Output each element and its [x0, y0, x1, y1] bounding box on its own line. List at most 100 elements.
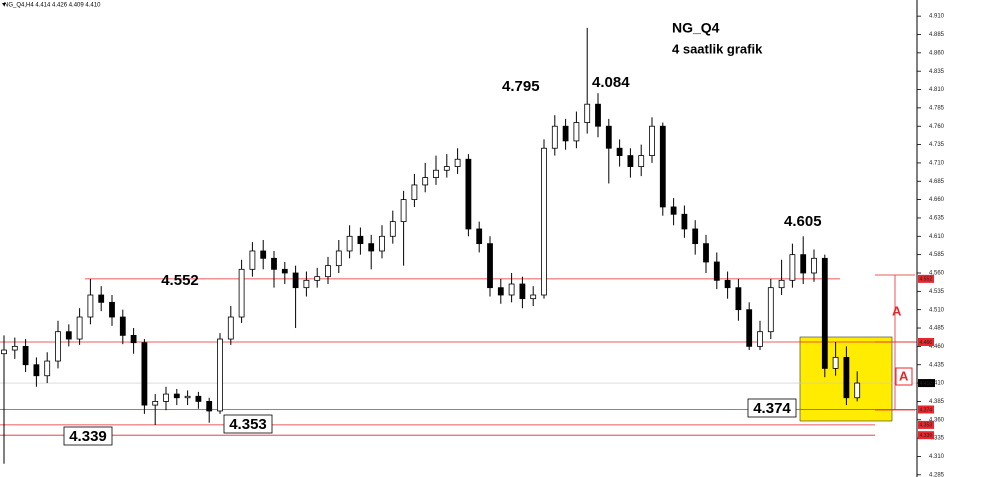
candle-body — [541, 147, 547, 296]
annotation: A — [899, 368, 909, 383]
candle-body — [22, 345, 29, 366]
candle-body — [497, 287, 504, 296]
candle-body — [832, 356, 839, 369]
last-price-box — [918, 379, 935, 388]
candle-body — [703, 243, 709, 263]
candle-body — [670, 206, 677, 215]
annotation: 4.795 — [502, 78, 540, 95]
annotation: 4.084 — [592, 74, 630, 91]
y-tick-label: 4.835 — [929, 69, 945, 75]
y-tick-label: 4.410 — [929, 381, 945, 387]
level-price-box — [918, 274, 934, 283]
y-tick-label: 4.485 — [929, 326, 945, 332]
candle-body — [141, 342, 148, 406]
candle-body — [573, 122, 580, 142]
level-price-label: 4.353 — [920, 423, 933, 429]
level-price-box — [918, 420, 934, 429]
candle-body — [314, 276, 321, 281]
candle-body — [98, 294, 105, 303]
candle-body — [811, 257, 817, 274]
chart-title: NG_Q4 — [672, 20, 720, 36]
candle-body — [1, 349, 7, 355]
candle-body — [152, 401, 159, 406]
candle-body — [163, 393, 169, 402]
bracket — [875, 274, 915, 411]
level-label-box — [747, 398, 797, 418]
level-price-label: 4.466 — [920, 340, 933, 346]
candle-body — [379, 235, 385, 252]
level-price-label: 4.339 — [920, 433, 933, 439]
candle-body — [659, 125, 666, 208]
level-label-box — [223, 414, 273, 434]
y-tick-label: 4.810 — [929, 87, 945, 93]
candle-body — [713, 261, 720, 281]
candle-body — [487, 243, 493, 289]
candle-body — [508, 283, 515, 296]
y-tick-label: 4.660 — [929, 197, 945, 203]
candle-body — [800, 254, 807, 274]
candle-body — [389, 221, 396, 237]
candle-body — [76, 316, 83, 340]
level-price-box — [918, 405, 934, 414]
candle-body — [33, 364, 40, 377]
candle-body — [530, 294, 537, 300]
candle-body — [616, 147, 623, 156]
annotation-box — [895, 367, 913, 386]
last-price-label: 4.410 — [920, 381, 933, 387]
candle-body — [173, 393, 180, 399]
y-tick-label: 4.910 — [929, 14, 945, 20]
candle-body — [551, 125, 558, 149]
candle-body — [357, 235, 364, 245]
candle-body — [206, 401, 213, 412]
candle-body — [443, 166, 450, 171]
annotation: A — [892, 303, 902, 318]
y-tick-label: 4.585 — [929, 252, 945, 258]
candle-body — [735, 287, 742, 311]
candle-body — [692, 228, 699, 245]
candle-body — [411, 184, 418, 201]
y-tick-label: 4.785 — [929, 105, 945, 111]
candle-body — [303, 279, 310, 289]
candle-body — [271, 257, 277, 270]
y-tick-label: 4.510 — [929, 307, 945, 313]
candle-body — [130, 334, 137, 344]
candle-body — [757, 331, 763, 347]
chart-subtitle: 4 saatlik grafik — [672, 41, 763, 56]
y-tick-label: 4.385 — [929, 399, 945, 405]
y-tick-label: 4.360 — [929, 417, 945, 423]
level-label: 4.552 — [161, 272, 199, 289]
annotation: 4.605 — [784, 213, 822, 230]
candle-body — [109, 301, 115, 318]
candle-body — [821, 257, 828, 369]
candle-body — [476, 228, 483, 245]
candle-body — [433, 169, 439, 178]
candle-body — [227, 316, 234, 340]
candle-body — [843, 356, 850, 399]
candle-body — [335, 250, 342, 267]
candle-body — [638, 155, 645, 167]
candle-body — [595, 103, 601, 127]
candle-body — [854, 382, 861, 399]
candle-body — [184, 395, 191, 399]
candle-body — [346, 235, 353, 252]
candle-body — [465, 158, 472, 230]
candle-body — [44, 360, 51, 377]
candle-body — [519, 283, 526, 300]
y-tick-label: 4.435 — [929, 362, 945, 368]
candle-body — [746, 309, 753, 347]
candle-body — [292, 272, 299, 289]
header-icon — [2, 3, 6, 6]
candle-body — [55, 331, 61, 362]
level-label: 4.353 — [229, 416, 267, 433]
header: NG_Q4,H4 4.414 4.426 4.409 4.410 — [4, 3, 101, 9]
y-tick-label: 4.310 — [929, 454, 945, 460]
y-tick-label: 4.335 — [929, 436, 945, 442]
candle-body — [65, 331, 72, 340]
candle-body — [627, 155, 634, 167]
candle-body — [87, 294, 94, 318]
candle-body — [724, 279, 731, 289]
candle-body — [325, 265, 331, 278]
candle-body — [217, 338, 223, 412]
y-tick-label: 4.635 — [929, 216, 945, 222]
level-price-label: 4.374 — [920, 407, 933, 413]
